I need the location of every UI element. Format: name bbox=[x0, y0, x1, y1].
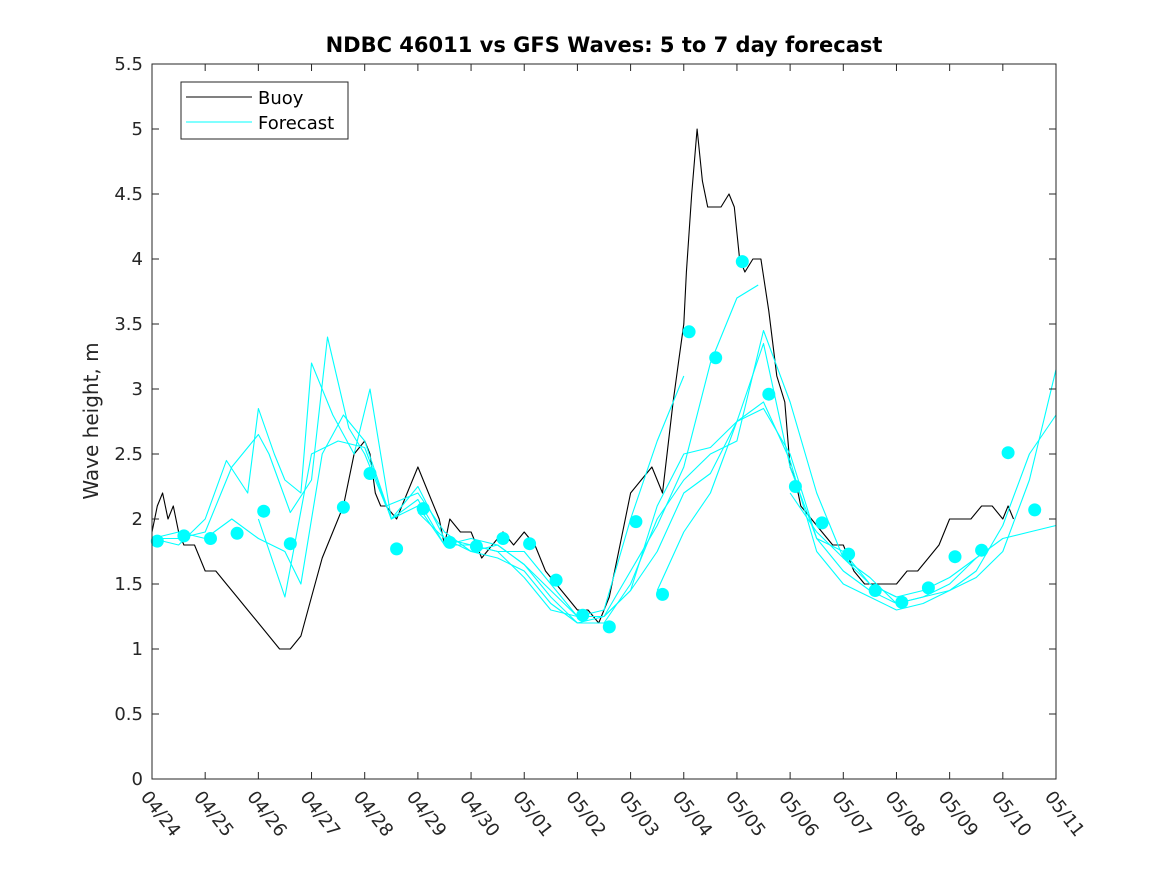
forecast-point bbox=[390, 542, 404, 556]
forecast-point bbox=[177, 529, 191, 543]
forecast-point bbox=[735, 255, 749, 269]
y-tick-label: 0 bbox=[132, 769, 143, 790]
y-tick-label: 5 bbox=[132, 119, 143, 140]
y-tick-label: 1 bbox=[132, 639, 143, 660]
forecast-point bbox=[204, 532, 217, 545]
y-tick-label: 4.5 bbox=[114, 184, 143, 205]
forecast-point bbox=[656, 587, 669, 601]
forecast-point bbox=[549, 573, 563, 587]
forecast-series-line bbox=[151, 342, 897, 618]
forecast-point bbox=[948, 550, 962, 564]
forecast-point bbox=[895, 595, 909, 609]
y-tick-label: 3 bbox=[132, 379, 143, 400]
forecast-point bbox=[336, 500, 350, 514]
y-tick-label: 0.5 bbox=[114, 704, 143, 725]
plot-background bbox=[152, 64, 1056, 779]
y-tick-label: 2 bbox=[132, 509, 143, 530]
axes-box bbox=[151, 63, 1057, 780]
y-tick-label: 2.5 bbox=[114, 444, 143, 465]
forecast-point bbox=[496, 532, 510, 545]
series-layer bbox=[150, 128, 1057, 650]
forecast-point bbox=[523, 537, 537, 551]
forecast-point bbox=[443, 535, 457, 549]
forecast-point bbox=[363, 467, 377, 480]
forecast-point bbox=[762, 387, 776, 401]
forecast-point bbox=[975, 543, 989, 557]
forecast-point bbox=[842, 547, 856, 561]
forecast-point bbox=[788, 480, 802, 493]
legend-forecast-label: Forecast bbox=[258, 113, 334, 134]
y-tick-label: 1.5 bbox=[114, 574, 143, 595]
legend: Buoy Forecast bbox=[180, 81, 349, 140]
forecast-point bbox=[283, 537, 297, 551]
y-tick-label: 4 bbox=[132, 249, 143, 270]
legend-buoy-label: Buoy bbox=[258, 88, 304, 109]
forecast-point bbox=[230, 526, 244, 540]
legend-box bbox=[180, 81, 349, 140]
forecast-point bbox=[682, 325, 696, 339]
forecast-point bbox=[602, 620, 616, 634]
y-tick-label: 3.5 bbox=[114, 314, 143, 335]
forecast-point bbox=[709, 351, 723, 365]
forecast-point bbox=[629, 515, 643, 529]
forecast-point bbox=[1001, 446, 1015, 460]
forecast-point bbox=[257, 504, 271, 518]
forecast-point bbox=[150, 534, 164, 548]
forecast-point bbox=[469, 539, 483, 553]
forecast-point bbox=[815, 516, 829, 530]
forecast-point bbox=[576, 608, 590, 622]
y-tick-label: 5.5 bbox=[114, 54, 143, 75]
plot-area: 00.511.522.533.544.555.504/24 04/25 04/26 0… bbox=[114, 54, 1088, 841]
forecast-point bbox=[921, 581, 935, 595]
forecast-point bbox=[1028, 503, 1042, 517]
chart-title: NDBC 46011 vs GFS Waves: 5 to 7 day fore… bbox=[326, 33, 883, 57]
forecast-point bbox=[416, 502, 430, 516]
y-axis-title: Wave height, m bbox=[79, 342, 103, 499]
forecast-point bbox=[868, 584, 882, 597]
